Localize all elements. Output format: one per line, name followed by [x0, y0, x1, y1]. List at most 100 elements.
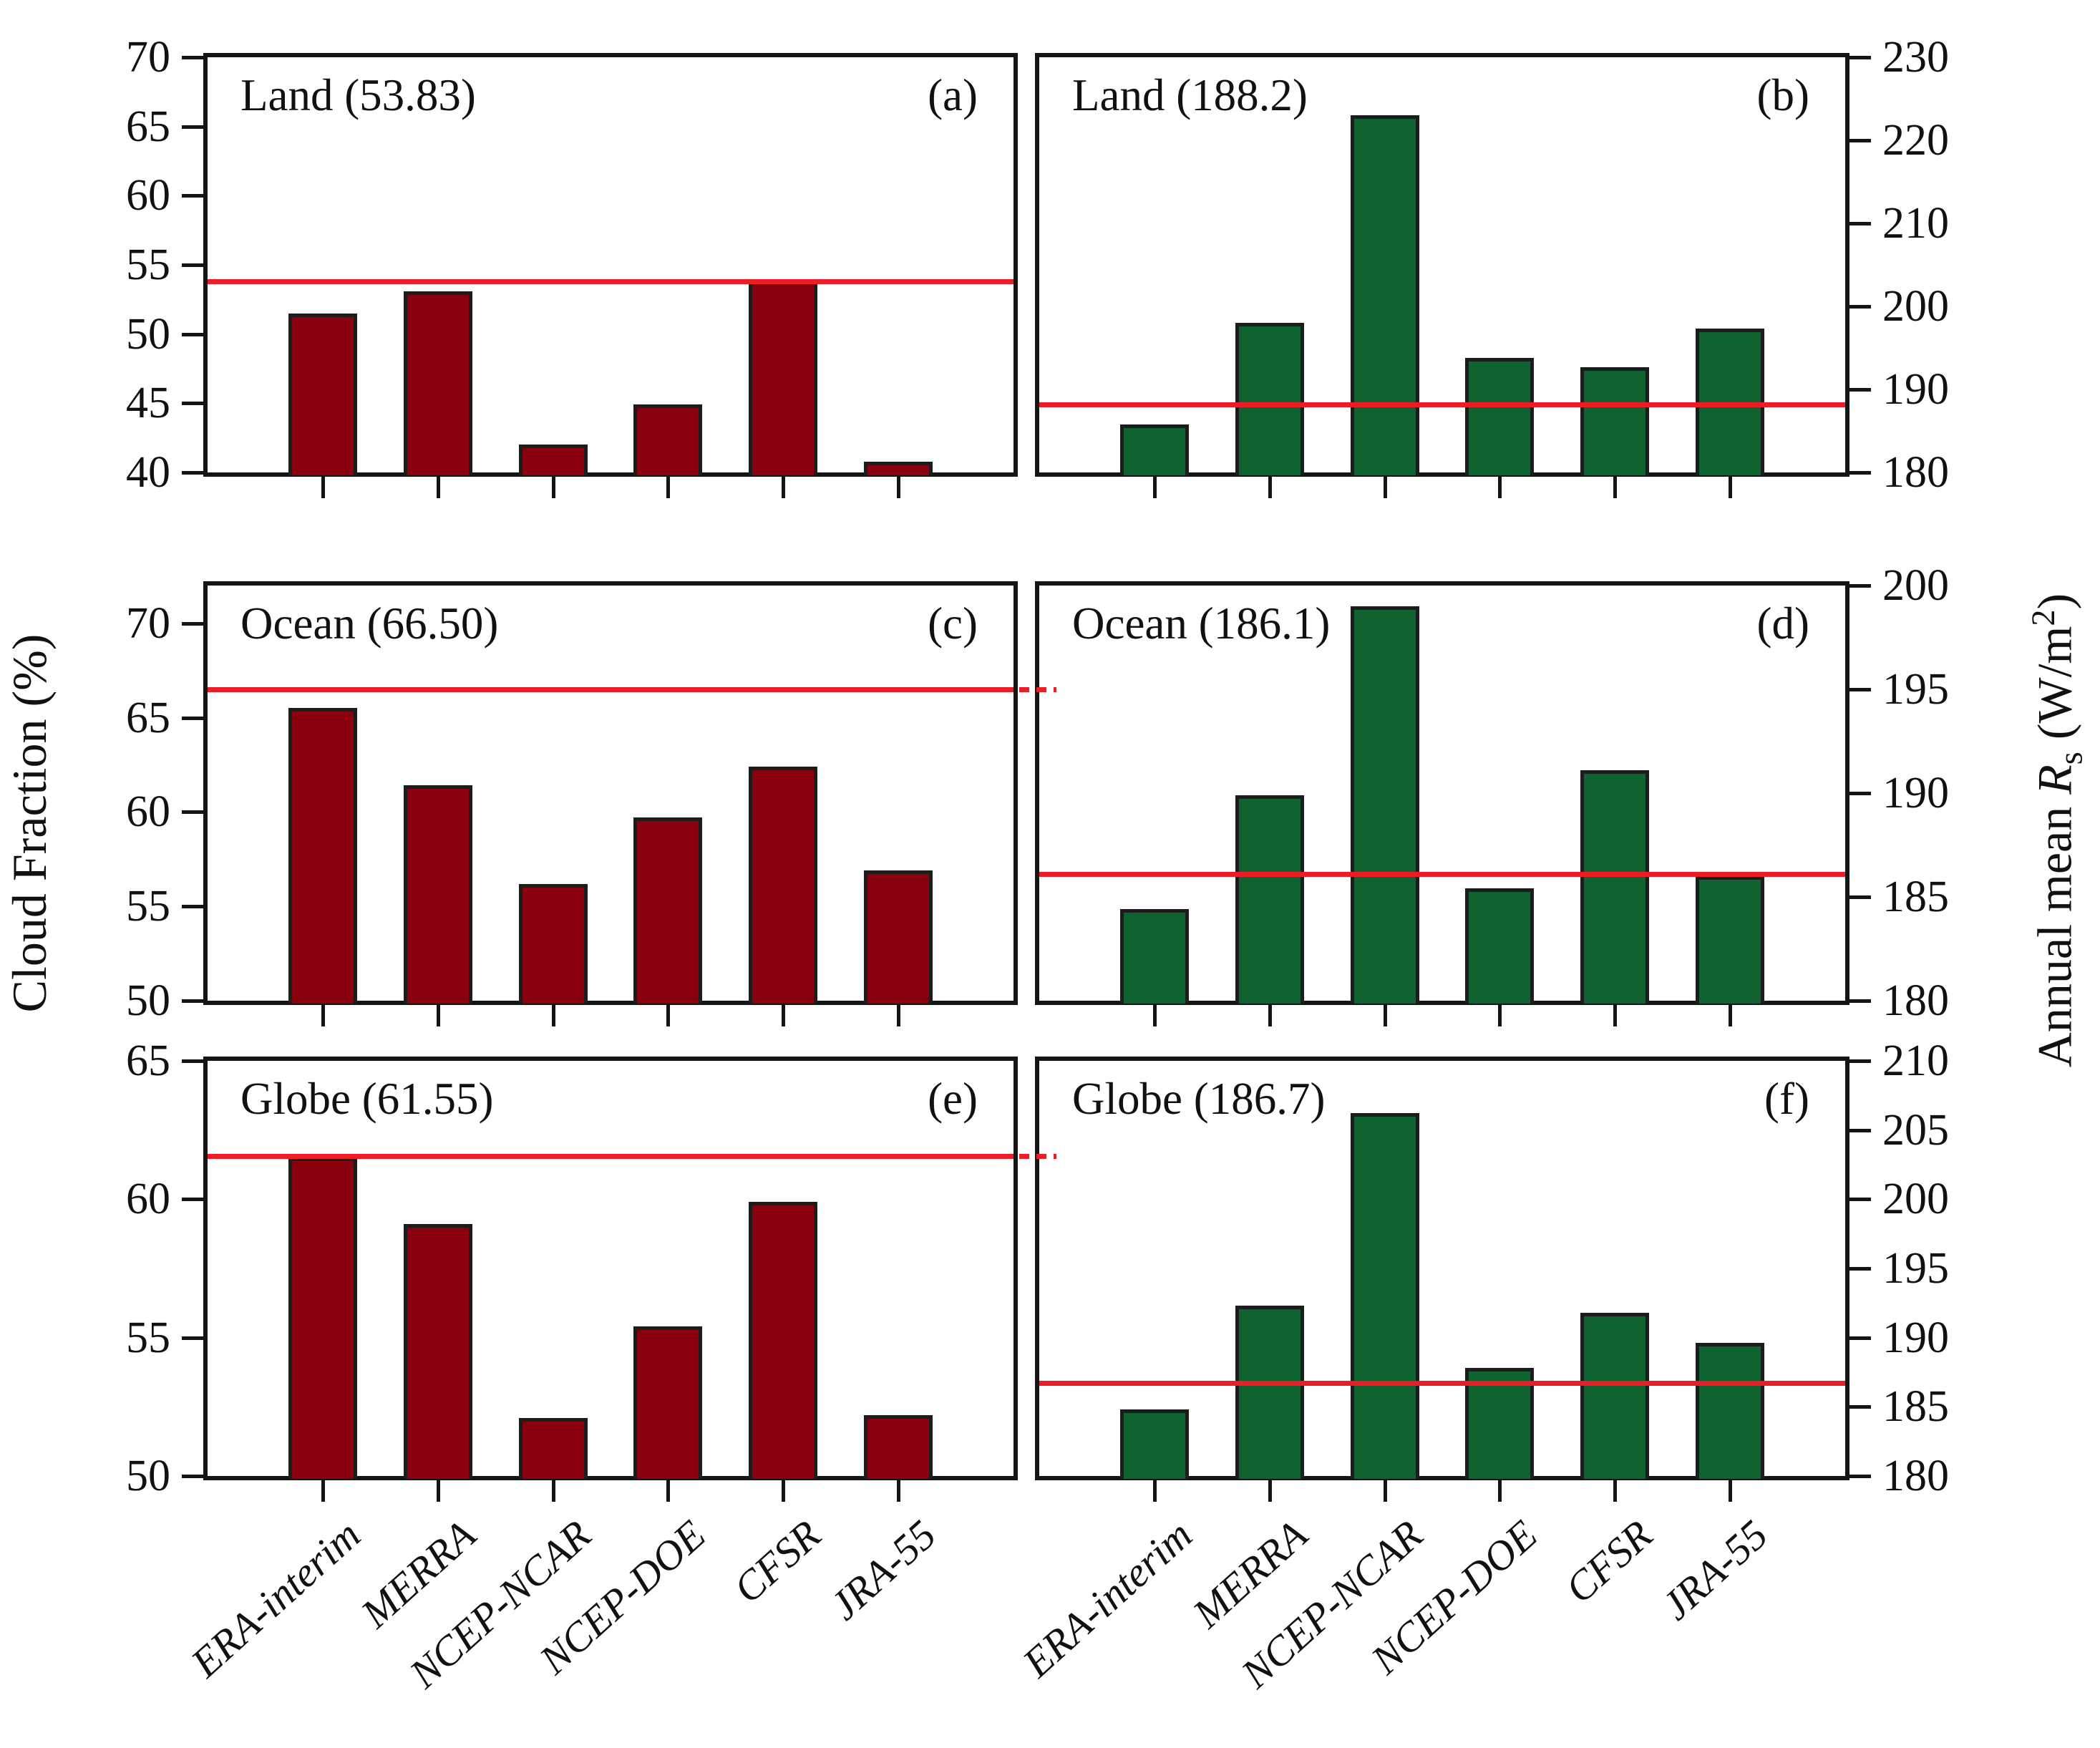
panel-e-xtick-ncep-doe: [666, 1480, 671, 1502]
panel-a-xtick-era-interim: [321, 477, 325, 498]
panel-f-ytick-mark-180: [1849, 1475, 1871, 1478]
panel-f-ytick-mark-195: [1849, 1267, 1871, 1271]
panel-f-ytick-mark-205: [1849, 1128, 1871, 1132]
panel-f-ytick-label-195: 195: [1882, 1244, 1949, 1293]
panel-a-ytick-mark-60: [182, 194, 203, 198]
panel-b-xtick-merra: [1268, 477, 1272, 498]
panel-c-bar-era-interim: [288, 708, 357, 1004]
panel-b-xtick-era-interim: [1152, 477, 1157, 498]
panel-f-ytick-mark-200: [1849, 1198, 1871, 1202]
panel-b-title: Land (188.2): [1072, 70, 1308, 120]
rs-label-symbol: R: [2027, 764, 2082, 795]
panel-e-xtick-cfsr: [782, 1480, 786, 1502]
panel-f-xtick-ncep-ncar: [1383, 1480, 1387, 1502]
panel-d-xtick-era-interim: [1152, 1005, 1157, 1026]
panel-b-bar-ncep-ncar: [1350, 115, 1419, 475]
panel-e-ytick-label-60: 60: [126, 1175, 170, 1224]
rs-label-superscript: 2: [2026, 609, 2062, 626]
panel-e-ytick-mark-55: [182, 1336, 203, 1340]
panel-d-bar-ncep-doe: [1465, 888, 1535, 1004]
panel-a-ytick-label-60: 60: [126, 171, 170, 220]
panel-d-bar-era-interim: [1119, 909, 1189, 1004]
panel-a-xtick-ncep-ncar: [551, 477, 555, 498]
panel-d-ytick-label-190: 190: [1882, 769, 1949, 817]
panel-a-ytick-label-45: 45: [126, 379, 170, 428]
panel-e-bar-ncep-doe: [633, 1326, 703, 1479]
panel-b-bar-jra-55: [1696, 329, 1765, 475]
panel-a-ytick-label-50: 50: [126, 309, 170, 359]
panel-a-letter: (a): [928, 70, 978, 120]
panel-f-ytick-label-185: 185: [1882, 1382, 1949, 1432]
panel-d-frame: [1035, 581, 1849, 1005]
panel-a-bar-era-interim: [288, 313, 357, 475]
panel-b-ytick-mark-180: [1849, 471, 1871, 475]
panel-b-xtick-jra-55: [1729, 477, 1733, 498]
panel-a-ytick-mark-45: [182, 402, 203, 406]
panel-c-xtick-ncep-ncar: [551, 1005, 555, 1026]
panel-b-frame: [1035, 53, 1849, 477]
panel-c-frame: [203, 581, 1018, 1005]
panel-d-ytick-label-200: 200: [1882, 561, 1949, 610]
panel-a-ytick-mark-65: [182, 125, 203, 129]
panel-c-bar-ncep-ncar: [518, 883, 588, 1004]
panel-d-xtick-cfsr: [1613, 1005, 1618, 1026]
panel-d-xtick-jra-55: [1729, 1005, 1733, 1026]
panel-a-bar-cfsr: [749, 281, 818, 475]
panel-c-ytick-mark-60: [182, 810, 203, 815]
panel-c-ytick-label-55: 55: [126, 882, 170, 931]
panel-b-letter: (b): [1756, 70, 1809, 120]
panel-a-bar-jra-55: [864, 461, 933, 475]
y-axis-label-cloud-fraction: Cloud Fraction (%): [2, 633, 57, 1013]
panel-c-mean-line-overshoot: [1019, 687, 1056, 692]
rs-label-prefix: Annual mean: [2027, 794, 2082, 1068]
panel-b-ytick-label-230: 230: [1882, 33, 1949, 82]
panel-d-xtick-merra: [1268, 1005, 1272, 1026]
panel-c-bar-jra-55: [864, 870, 933, 1004]
panel-c-xtick-era-interim: [321, 1005, 325, 1026]
panel-b-ytick-mark-210: [1849, 222, 1871, 225]
panel-d-title: Ocean (186.1): [1072, 598, 1331, 649]
panel-a-ytick-mark-70: [182, 56, 203, 59]
panel-d-ytick-mark-185: [1849, 895, 1871, 899]
panel-a-ytick-label-70: 70: [126, 33, 170, 82]
panel-e-mean-line: [208, 1154, 1013, 1160]
panel-c-bar-cfsr: [749, 767, 818, 1004]
panel-a-title: Land (53.83): [240, 70, 476, 120]
panel-c-xtick-ncep-doe: [666, 1005, 671, 1026]
panel-e-xtick-jra-55: [897, 1480, 901, 1502]
panel-c-ytick-mark-70: [182, 621, 203, 626]
panel-d-bar-ncep-ncar: [1350, 606, 1419, 1004]
panel-f-ytick-label-210: 210: [1882, 1036, 1949, 1085]
panel-f-title: Globe (186.7): [1072, 1074, 1326, 1124]
panel-f-ytick-label-180: 180: [1882, 1452, 1949, 1500]
panel-a-bar-ncep-ncar: [518, 445, 588, 475]
y-axis-label-annual-mean-rs: Annual mean Rs (W/m2): [2026, 437, 2089, 1224]
xtick-label-left-era-interim: ERA-interim: [182, 1511, 369, 1686]
panel-e-ytick-mark-65: [182, 1059, 203, 1063]
panel-a-mean-line: [208, 278, 1013, 284]
panel-e-bar-era-interim: [288, 1157, 357, 1479]
rs-label-mid: (W/m: [2027, 626, 2082, 752]
panel-e-letter: (e): [928, 1074, 978, 1124]
panel-b-bar-era-interim: [1119, 424, 1189, 475]
panel-c-bar-ncep-doe: [633, 817, 703, 1004]
panel-f-xtick-cfsr: [1613, 1480, 1618, 1502]
panel-f-xtick-merra: [1268, 1480, 1272, 1502]
panel-f-ytick-mark-210: [1849, 1059, 1871, 1063]
panel-d-ytick-mark-195: [1849, 688, 1871, 691]
panel-e-bar-ncep-ncar: [518, 1417, 588, 1479]
panel-b-bar-merra: [1235, 323, 1304, 475]
panel-a-xtick-merra: [436, 477, 440, 498]
panel-d-mean-line: [1039, 872, 1845, 878]
panel-b-mean-line: [1039, 402, 1845, 407]
panel-f-bar-merra: [1235, 1306, 1304, 1479]
panel-e-ytick-mark-60: [182, 1198, 203, 1202]
panel-b-bar-ncep-doe: [1465, 357, 1535, 475]
panel-b-ytick-mark-230: [1849, 56, 1871, 59]
panel-d-xtick-ncep-ncar: [1383, 1005, 1387, 1026]
panel-d-ytick-mark-190: [1849, 792, 1871, 795]
panel-f-frame: [1035, 1057, 1849, 1480]
panel-a-ytick-label-55: 55: [126, 241, 170, 289]
panel-e-mean-line-overshoot: [1019, 1154, 1056, 1160]
